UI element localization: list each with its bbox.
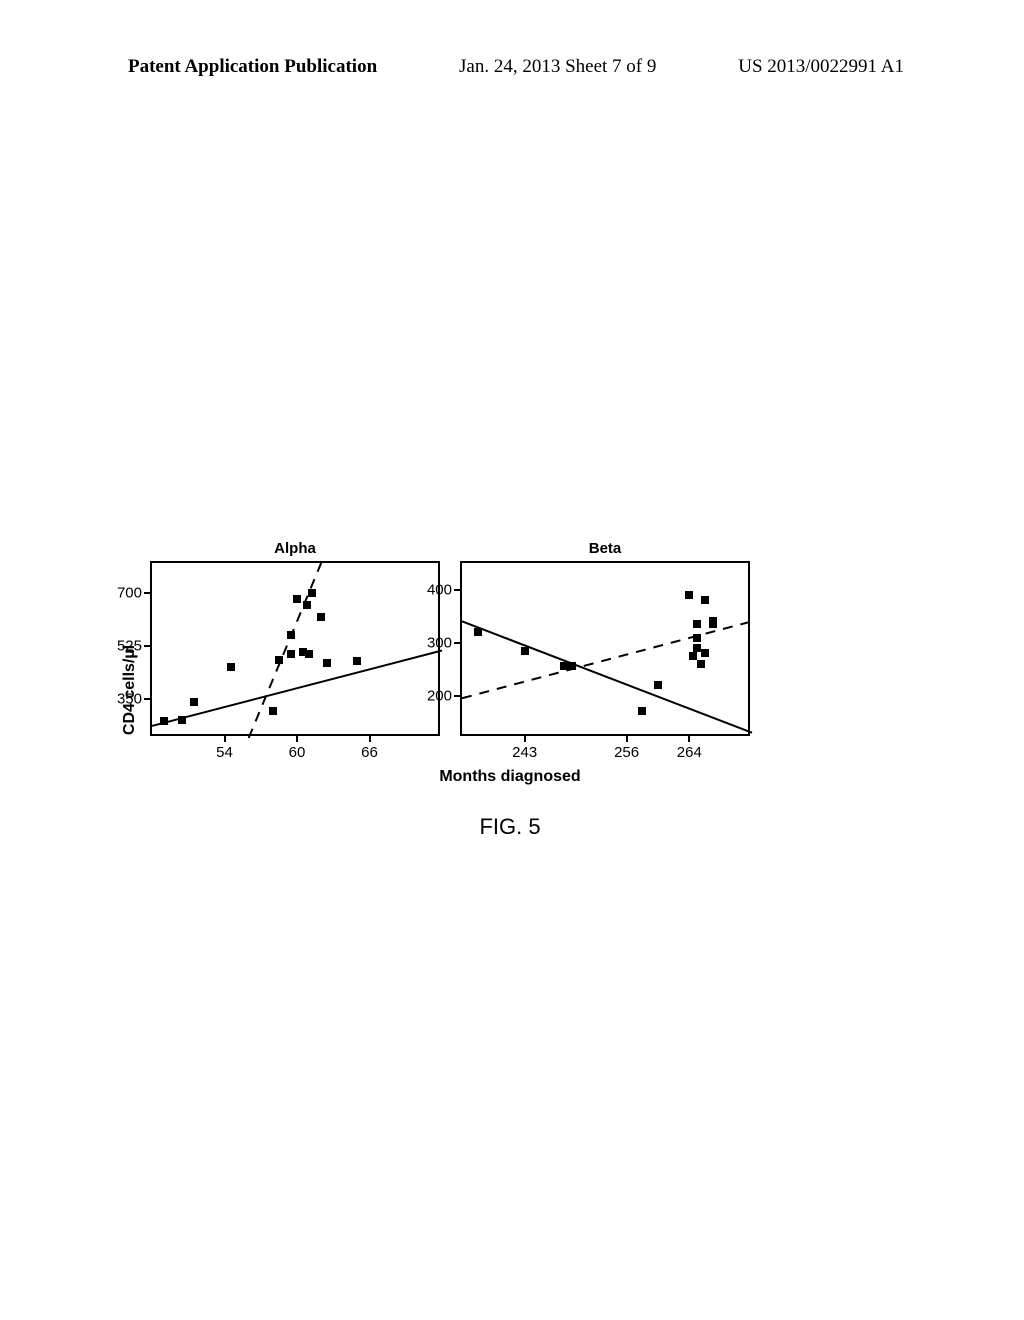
data-point bbox=[293, 595, 301, 603]
solid-trend-line bbox=[462, 621, 752, 732]
data-point bbox=[654, 681, 662, 689]
data-point bbox=[275, 656, 283, 664]
y-tick bbox=[454, 589, 462, 591]
chart-alpha: Alpha 350525700546066 bbox=[150, 540, 440, 736]
charts-row: Alpha 350525700546066 Beta 2003004002432… bbox=[150, 540, 870, 736]
data-point bbox=[701, 596, 709, 604]
data-point bbox=[287, 631, 295, 639]
page-header: Patent Application Publication Jan. 24, … bbox=[0, 56, 1024, 78]
header-patent-number: US 2013/0022991 A1 bbox=[738, 56, 904, 78]
data-point bbox=[269, 707, 277, 715]
y-tick-label: 525 bbox=[117, 637, 142, 654]
x-tick bbox=[369, 734, 371, 742]
x-tick-label: 54 bbox=[216, 744, 233, 761]
figure-5: CD4 cells/µl Alpha 350525700546066 Beta … bbox=[150, 540, 870, 840]
y-tick-label: 400 bbox=[427, 581, 452, 598]
plot-alpha: 350525700546066 bbox=[150, 561, 440, 736]
x-tick bbox=[296, 734, 298, 742]
data-point bbox=[160, 717, 168, 725]
solid-trend-line bbox=[152, 651, 442, 726]
y-tick bbox=[144, 592, 152, 594]
data-point bbox=[638, 707, 646, 715]
y-tick-label: 300 bbox=[427, 634, 452, 651]
x-tick-label: 264 bbox=[677, 744, 702, 761]
data-point bbox=[693, 644, 701, 652]
y-tick-label: 200 bbox=[427, 687, 452, 704]
x-tick bbox=[524, 734, 526, 742]
plot-beta: 200300400243256264 bbox=[460, 561, 750, 736]
x-tick-label: 243 bbox=[512, 744, 537, 761]
data-point bbox=[178, 716, 186, 724]
x-tick-label: 60 bbox=[289, 744, 306, 761]
data-point bbox=[474, 628, 482, 636]
data-point bbox=[353, 657, 361, 665]
data-point bbox=[323, 659, 331, 667]
data-point bbox=[305, 650, 313, 658]
data-point bbox=[693, 634, 701, 642]
data-point bbox=[697, 660, 705, 668]
x-tick bbox=[626, 734, 628, 742]
data-point bbox=[521, 647, 529, 655]
data-point bbox=[560, 662, 568, 670]
dashed-trend-line bbox=[462, 621, 752, 698]
y-tick bbox=[144, 698, 152, 700]
y-tick bbox=[454, 695, 462, 697]
chart-beta: Beta 200300400243256264 bbox=[460, 540, 750, 736]
data-point bbox=[568, 662, 576, 670]
chart-alpha-title: Alpha bbox=[274, 540, 316, 557]
x-tick bbox=[224, 734, 226, 742]
trend-lines bbox=[152, 563, 442, 738]
data-point bbox=[685, 591, 693, 599]
figure-caption: FIG. 5 bbox=[150, 814, 870, 840]
data-point bbox=[317, 613, 325, 621]
data-point bbox=[693, 620, 701, 628]
chart-beta-title: Beta bbox=[589, 540, 622, 557]
data-point bbox=[190, 698, 198, 706]
data-point bbox=[227, 663, 235, 671]
x-axis-label: Months diagnosed bbox=[150, 768, 870, 786]
x-tick bbox=[688, 734, 690, 742]
data-point bbox=[689, 652, 697, 660]
data-point bbox=[709, 620, 717, 628]
data-point bbox=[303, 601, 311, 609]
data-point bbox=[287, 650, 295, 658]
y-tick-label: 350 bbox=[117, 690, 142, 707]
data-point bbox=[701, 649, 709, 657]
data-point bbox=[308, 589, 316, 597]
y-tick bbox=[454, 642, 462, 644]
y-tick-label: 700 bbox=[117, 585, 142, 602]
x-tick-label: 66 bbox=[361, 744, 378, 761]
x-tick-label: 256 bbox=[614, 744, 639, 761]
header-publication: Patent Application Publication bbox=[128, 56, 377, 78]
y-tick bbox=[144, 645, 152, 647]
header-date-sheet: Jan. 24, 2013 Sheet 7 of 9 bbox=[459, 56, 656, 78]
